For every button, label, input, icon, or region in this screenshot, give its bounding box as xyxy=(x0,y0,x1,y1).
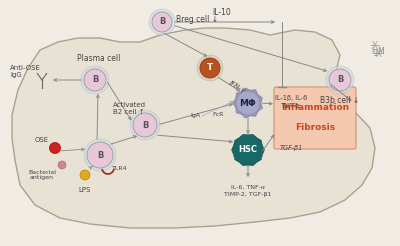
Text: TNF-α: TNF-α xyxy=(281,103,301,109)
Text: OSE: OSE xyxy=(35,137,49,143)
Text: B: B xyxy=(92,76,98,84)
Text: B: B xyxy=(337,76,343,84)
Text: IgM: IgM xyxy=(371,47,385,57)
Text: Anti-OSE
IgG: Anti-OSE IgG xyxy=(10,65,41,78)
Circle shape xyxy=(329,69,351,91)
Circle shape xyxy=(326,66,354,94)
Text: TGF-β1: TGF-β1 xyxy=(279,145,303,151)
Text: IFN-γ: IFN-γ xyxy=(228,80,246,94)
Circle shape xyxy=(133,113,157,137)
Text: TLR4: TLR4 xyxy=(112,166,128,170)
Circle shape xyxy=(87,142,113,168)
Text: B: B xyxy=(97,151,103,159)
Text: LPS: LPS xyxy=(79,187,91,193)
Text: B3b cell ↓: B3b cell ↓ xyxy=(320,96,360,105)
Circle shape xyxy=(200,58,220,78)
Text: Fibrosis: Fibrosis xyxy=(295,123,335,133)
Text: B: B xyxy=(159,17,165,27)
Circle shape xyxy=(80,170,90,180)
Circle shape xyxy=(81,66,109,94)
Circle shape xyxy=(84,69,106,91)
Polygon shape xyxy=(232,134,264,166)
Text: IL-10: IL-10 xyxy=(213,8,231,17)
Circle shape xyxy=(149,9,175,35)
Circle shape xyxy=(197,55,223,81)
Text: TIMP-2, TGF-β1: TIMP-2, TGF-β1 xyxy=(224,192,272,197)
Circle shape xyxy=(50,142,60,154)
Text: IL-1β, IL-6: IL-1β, IL-6 xyxy=(275,95,307,101)
Circle shape xyxy=(236,91,260,115)
Text: MΦ: MΦ xyxy=(240,98,256,108)
Text: FcR: FcR xyxy=(212,112,224,118)
FancyBboxPatch shape xyxy=(274,87,356,149)
Text: B: B xyxy=(142,121,148,129)
Circle shape xyxy=(84,139,116,171)
Text: Breg cell ↓: Breg cell ↓ xyxy=(176,15,218,25)
Text: T: T xyxy=(207,63,213,73)
Text: IgA: IgA xyxy=(190,112,200,118)
Text: HSC: HSC xyxy=(238,145,258,154)
Circle shape xyxy=(130,110,160,140)
Text: Plasma cell: Plasma cell xyxy=(77,54,121,63)
Polygon shape xyxy=(233,88,262,118)
Text: Inflammation: Inflammation xyxy=(281,104,349,112)
Circle shape xyxy=(58,161,66,169)
Circle shape xyxy=(152,12,172,32)
Text: Activated
B2 cell ↑: Activated B2 cell ↑ xyxy=(112,102,146,115)
Polygon shape xyxy=(12,28,375,228)
Text: Bacterial
antigen: Bacterial antigen xyxy=(28,169,56,180)
Text: IL-6, TNF-α: IL-6, TNF-α xyxy=(231,185,265,190)
